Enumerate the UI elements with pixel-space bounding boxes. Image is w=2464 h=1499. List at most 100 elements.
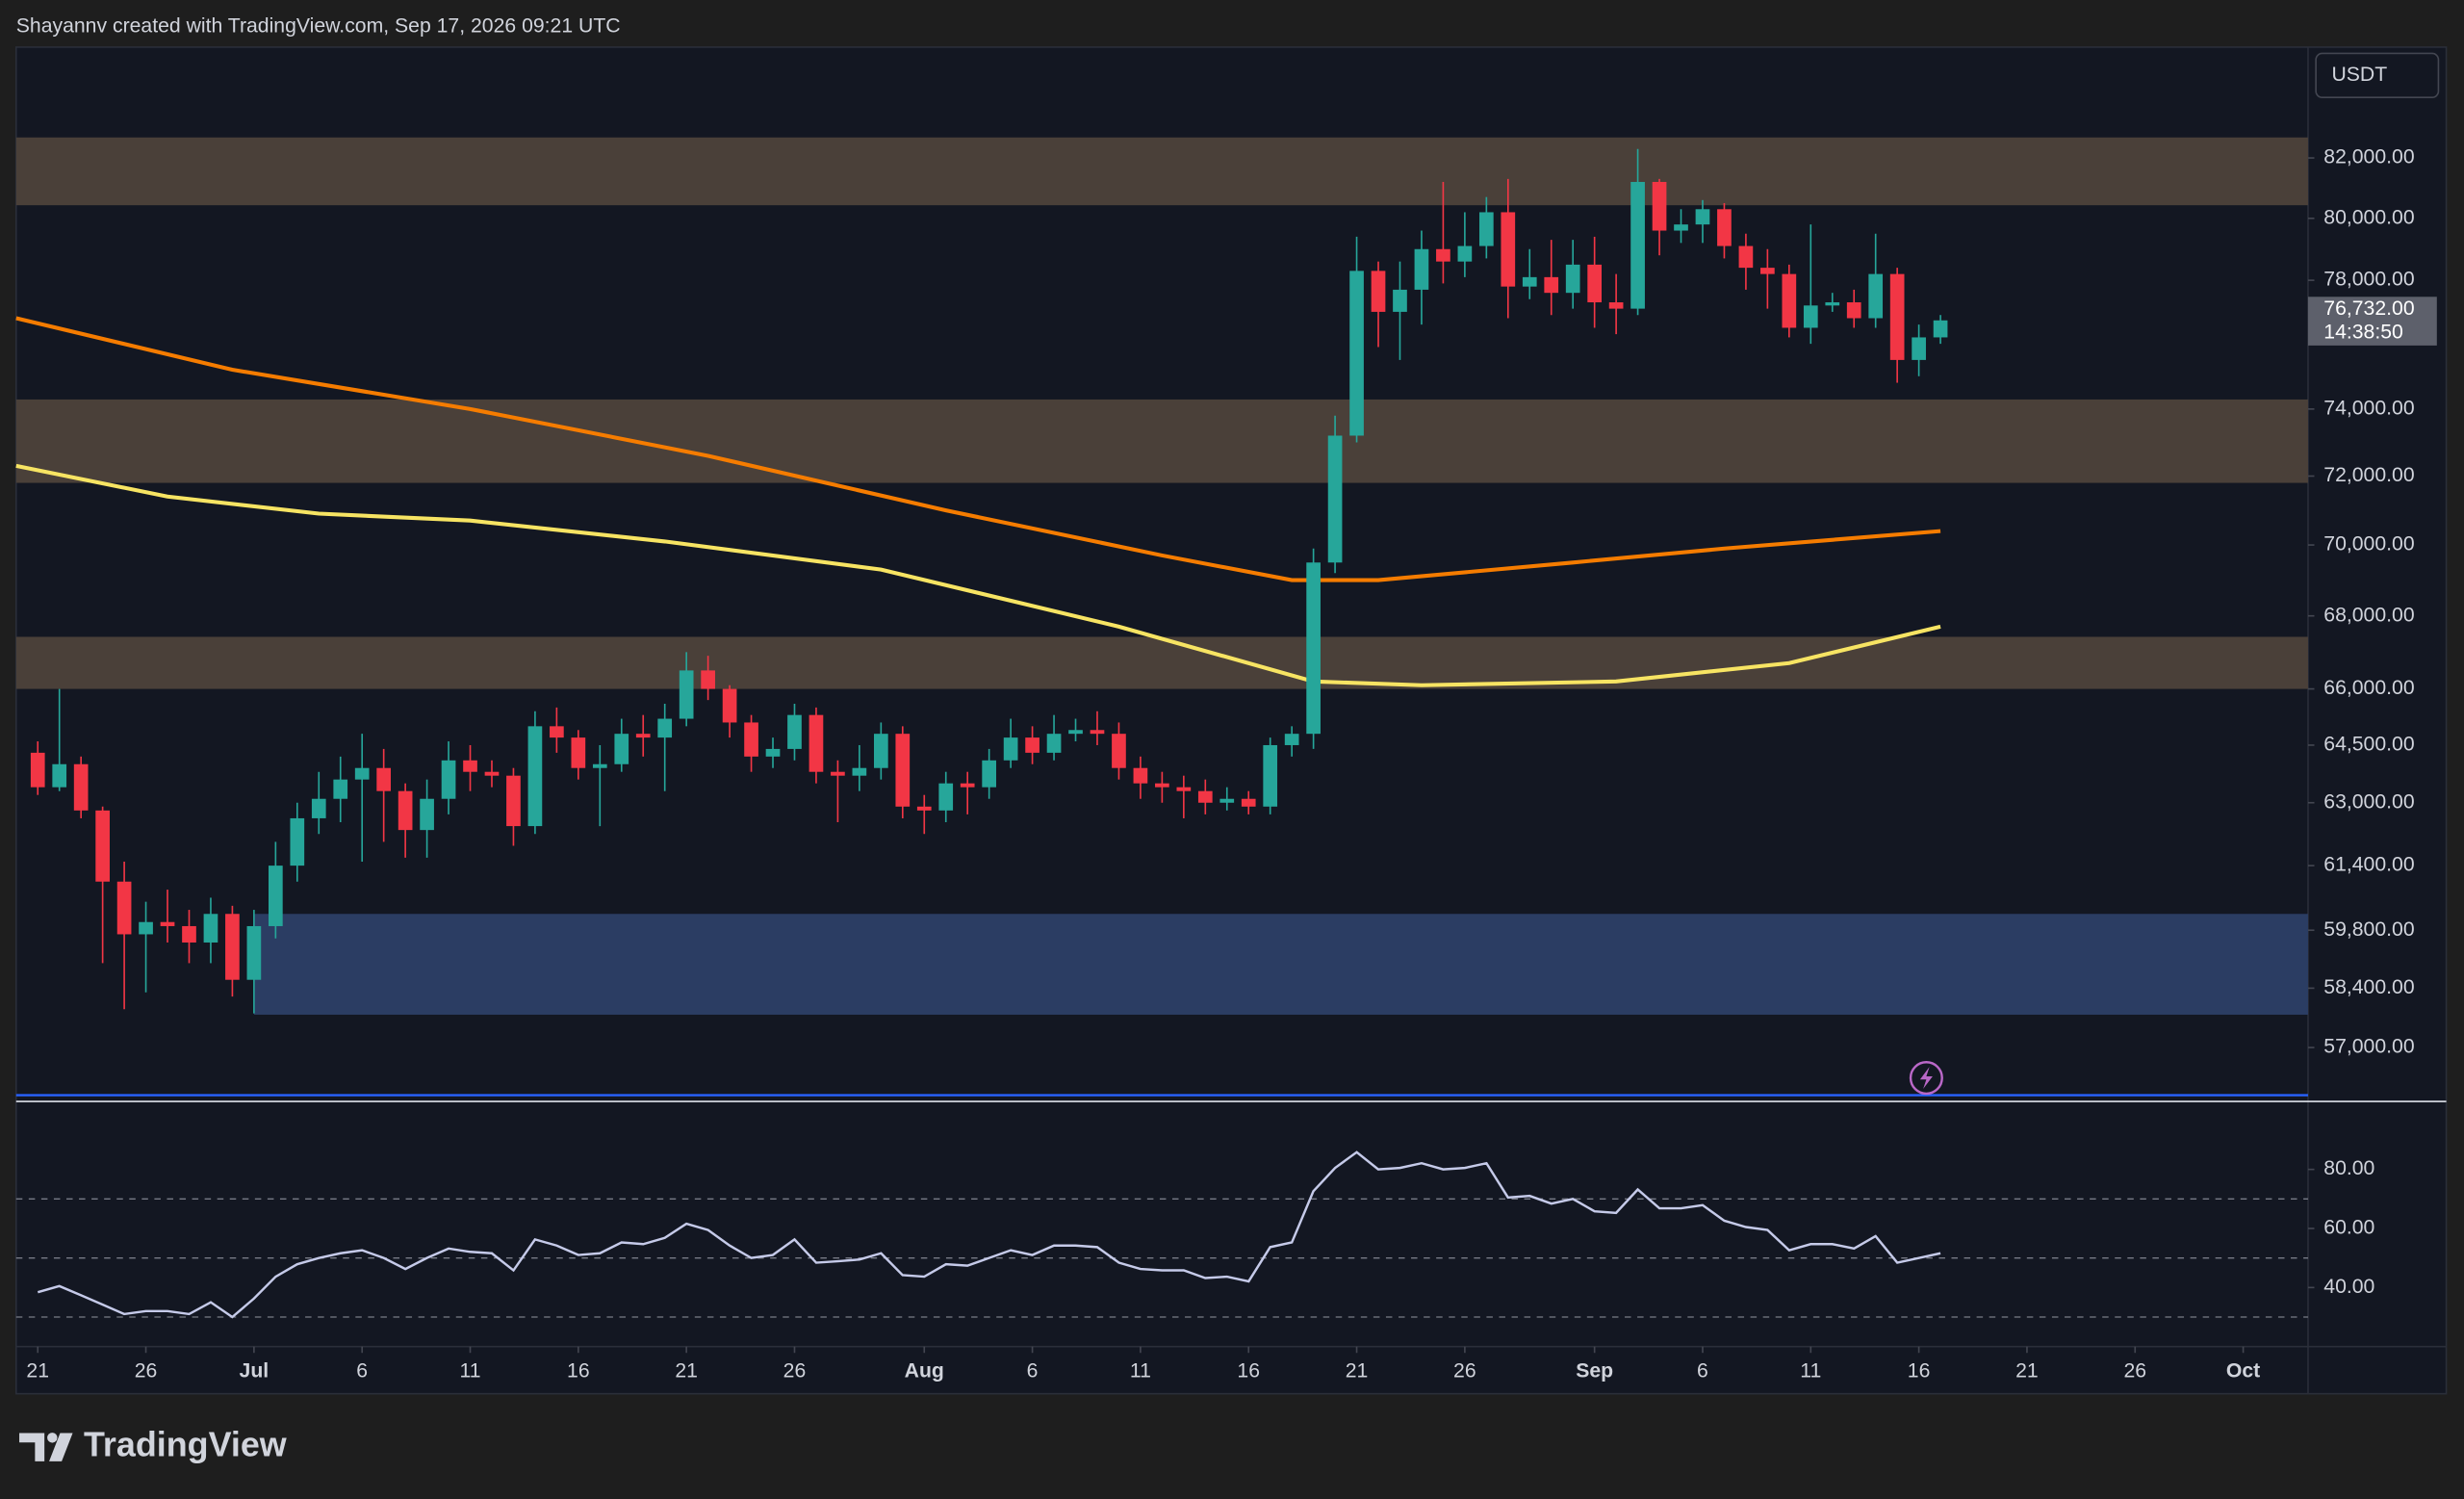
x-tick-label: 21 [675, 1359, 698, 1382]
brand-logo: TradingView [19, 1426, 287, 1464]
y-tick-label: 57,000.00 [2323, 1036, 2414, 1058]
candle-body [744, 722, 758, 757]
plot-layer: 82,000.00 80,000.00 78,000.00 74,000.00 72,0… [15, 137, 2437, 1382]
candle-body [1090, 730, 1105, 735]
y-tick-label: 58,400.00 [2323, 976, 2414, 998]
candle-body [225, 914, 240, 980]
candle-body [1284, 734, 1299, 745]
candle-body [895, 734, 911, 807]
logo-dot [47, 1433, 58, 1443]
x-tick-label: Sep [1576, 1359, 1613, 1382]
y-tick-label: 80.00 [2323, 1157, 2374, 1179]
candle-body [1803, 305, 1818, 328]
y-tick-label: 40.00 [2323, 1276, 2374, 1298]
candle-body [1197, 790, 1213, 803]
candle-body [333, 779, 348, 799]
candle-body [679, 670, 694, 719]
candle-body [1608, 302, 1624, 309]
x-tick-label: 16 [1237, 1359, 1260, 1382]
event-icon[interactable] [1909, 1061, 1943, 1096]
rsi-line [37, 1150, 1941, 1319]
y-tick-label: 66,000.00 [2323, 677, 2414, 699]
y-tick-label: 64,500.00 [2323, 734, 2414, 756]
logo-shape [19, 1433, 45, 1461]
candle-body [787, 714, 802, 749]
candle-body [1825, 302, 1840, 306]
currency: USDT [2331, 64, 2387, 86]
candle-body [852, 767, 867, 776]
candle-body [1695, 209, 1710, 225]
candle-body [95, 810, 110, 882]
candle-body [592, 763, 607, 768]
event-bolt [1919, 1067, 1933, 1090]
y-tick-label: 61,400.00 [2323, 854, 2414, 876]
currency-box[interactable] [2315, 52, 2440, 99]
candle-body [550, 726, 564, 738]
candle-body [1674, 224, 1688, 231]
candle-body [420, 798, 434, 831]
moving-average [15, 463, 1941, 687]
x-tick-label: 16 [1908, 1359, 1931, 1382]
candle-body [635, 734, 651, 738]
candle-body [1912, 337, 1926, 360]
x-tick-label: 26 [1453, 1359, 1476, 1382]
candle-body [139, 921, 153, 935]
y-tick-label: 70,000.00 [2323, 533, 2414, 556]
candle-body [1068, 730, 1083, 735]
x-tick-label: 6 [1697, 1359, 1708, 1382]
candle-body [1565, 264, 1580, 294]
x-tick-label: 11 [460, 1359, 481, 1382]
moving-average [15, 316, 1941, 582]
y-tick-label: 59,800.00 [2323, 918, 2414, 941]
y-tick-label: 72,000.00 [2323, 464, 2414, 486]
candle-body [1414, 248, 1429, 290]
x-tick-label: 21 [1346, 1359, 1369, 1382]
candle-body [1630, 181, 1645, 309]
x-tick-label: 6 [356, 1359, 368, 1382]
candle-body [701, 670, 715, 689]
y-tick-label: 60.00 [2323, 1217, 2374, 1239]
candle-body [1155, 783, 1169, 788]
last-price: 76,732.00 [2323, 297, 2414, 320]
candle-body [1046, 734, 1062, 753]
candle-body [1652, 181, 1667, 231]
x-tick-label: 11 [1130, 1359, 1151, 1382]
candle-body [1176, 787, 1192, 791]
countdown: 14:38:50 [2323, 321, 2403, 343]
candle-body [1501, 212, 1516, 287]
logo-shape [49, 1433, 73, 1461]
candle-body [1457, 246, 1473, 262]
candle-body [873, 734, 888, 768]
candle-body [30, 752, 45, 788]
x-tick-label: 16 [567, 1359, 590, 1382]
zone [15, 636, 2308, 689]
y-tick-label: 74,000.00 [2323, 397, 2414, 419]
candle-body [376, 767, 392, 791]
candle-body [808, 714, 824, 772]
candle-body [1219, 798, 1235, 803]
candle-body [1846, 302, 1861, 319]
candle-body [73, 763, 89, 811]
candle-body [1717, 209, 1732, 246]
candle-body [722, 688, 737, 723]
candle-body [354, 767, 370, 780]
candle-body [916, 806, 932, 811]
zone [15, 399, 2308, 483]
candle-body [938, 783, 954, 811]
candle-body [268, 866, 283, 926]
candle-body [1760, 268, 1775, 274]
candle-body [831, 771, 845, 776]
candle-body [571, 737, 586, 768]
candle-body [657, 718, 673, 738]
candle-body [484, 771, 500, 776]
candle-body [1003, 737, 1018, 761]
candle-body [441, 760, 456, 799]
candle-body [1436, 248, 1450, 262]
candle-body [527, 726, 543, 827]
x-tick-label: 26 [135, 1359, 158, 1382]
y-tick-label: 82,000.00 [2323, 146, 2414, 168]
candle-body [1349, 271, 1364, 436]
candle-body [203, 914, 218, 943]
candle-body [1782, 273, 1797, 328]
